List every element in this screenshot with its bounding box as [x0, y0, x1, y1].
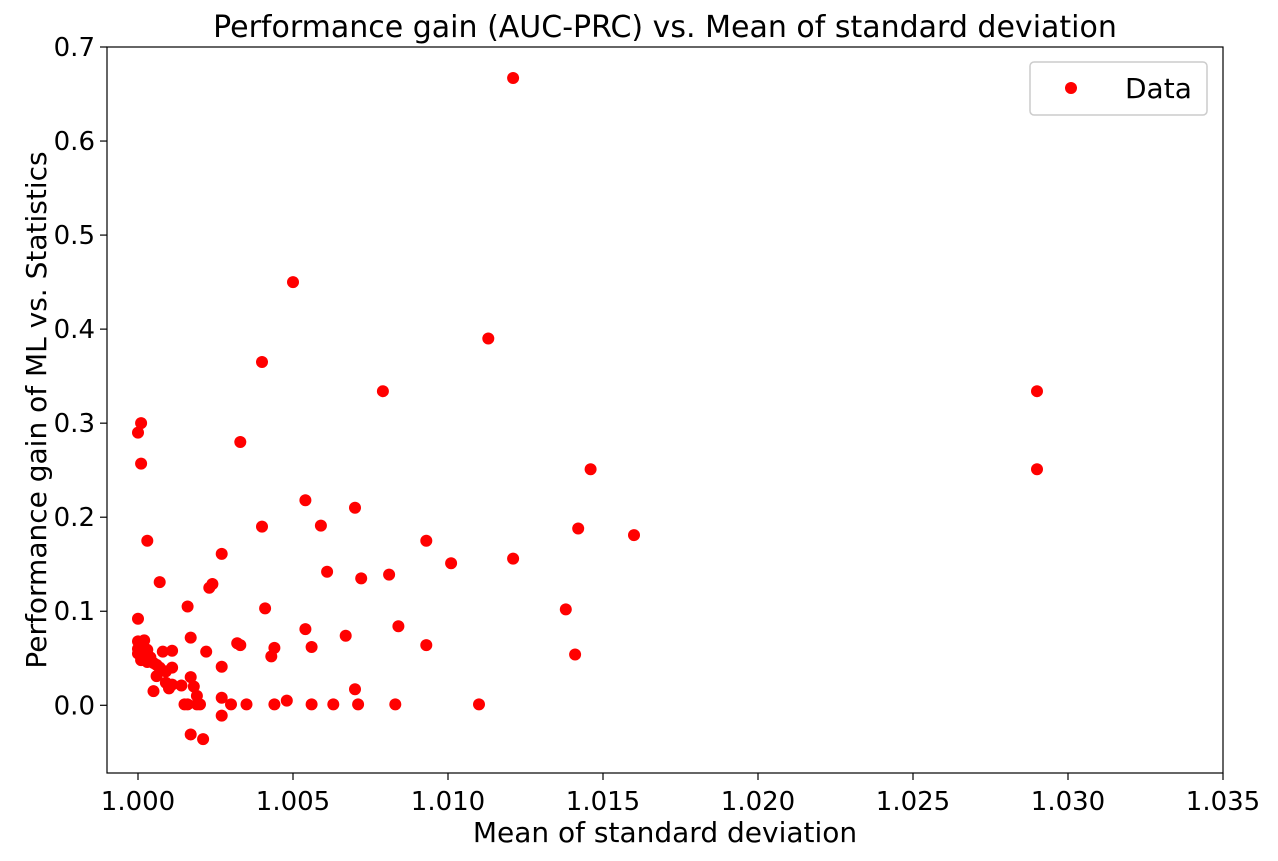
- data-point: [156, 645, 169, 658]
- x-tick-label: 1.010: [411, 787, 485, 817]
- data-point: [234, 639, 247, 652]
- chart-title: Performance gain (AUC-PRC) vs. Mean of s…: [213, 10, 1117, 45]
- legend-box: [1029, 61, 1208, 116]
- y-tick-label: 0.6: [54, 127, 95, 157]
- y-tick-label: 0.4: [54, 315, 95, 345]
- data-point: [153, 576, 166, 589]
- data-point: [184, 631, 197, 644]
- data-point: [299, 623, 312, 636]
- legend-label: Data: [1125, 72, 1192, 105]
- x-tick-label: 1.005: [256, 787, 330, 817]
- data-point: [256, 356, 268, 369]
- x-tick-label: 1.020: [721, 787, 795, 817]
- legend-marker: [1065, 82, 1077, 94]
- data-point: [194, 698, 206, 711]
- data-point: [1031, 385, 1043, 398]
- data-point: [215, 691, 228, 704]
- data-point: [482, 332, 495, 345]
- data-point: [420, 639, 433, 652]
- data-point: [392, 620, 405, 633]
- y-tick-label: 0.1: [54, 597, 95, 627]
- data-point: [349, 683, 361, 696]
- y-axis: 0.0 0.1 0.2 0.3 0.4 0.5 0.6 0.7: [54, 33, 107, 721]
- data-point: [299, 494, 312, 507]
- data-point: [135, 457, 148, 470]
- data-point: [138, 634, 151, 647]
- data-point: [200, 645, 213, 658]
- data-point: [268, 698, 281, 711]
- data-point: [256, 520, 268, 533]
- plot-area: [106, 46, 1224, 774]
- data-point: [507, 552, 520, 565]
- data-point: [280, 694, 293, 707]
- data-point: [445, 557, 458, 570]
- data-point: [197, 733, 210, 746]
- data-point: [327, 698, 340, 711]
- data-point: [181, 600, 194, 613]
- data-point: [349, 501, 361, 514]
- y-tick-label: 0.7: [54, 33, 95, 63]
- data-point: [339, 629, 352, 642]
- data-point: [355, 572, 368, 585]
- plot-frame: [106, 46, 1224, 774]
- data-point: [265, 650, 278, 663]
- data-point: [352, 698, 365, 711]
- data-point: [389, 698, 402, 711]
- data-points: [132, 72, 1043, 746]
- x-axis-label: Mean of standard deviation: [473, 816, 857, 849]
- y-axis-label: Performance gain of ML vs. Statistics: [20, 151, 53, 668]
- data-point: [166, 644, 179, 657]
- data-point: [225, 698, 237, 711]
- data-point: [420, 534, 433, 547]
- data-point: [147, 685, 160, 698]
- data-point: [321, 565, 334, 578]
- data-point: [376, 385, 389, 398]
- data-point: [135, 417, 148, 430]
- y-tick-label: 0.3: [54, 409, 95, 439]
- data-point: [234, 435, 247, 448]
- x-tick-label: 1.030: [1031, 787, 1105, 817]
- data-point: [559, 603, 572, 616]
- x-tick-label: 1.025: [876, 787, 950, 817]
- data-point: [132, 612, 144, 625]
- data-point: [215, 709, 228, 722]
- data-point: [1031, 463, 1043, 476]
- data-point: [159, 665, 172, 678]
- data-point: [184, 671, 197, 684]
- data-point: [184, 728, 197, 741]
- data-point: [203, 581, 216, 594]
- data-point: [584, 463, 597, 476]
- data-point: [305, 640, 318, 653]
- y-tick-label: 0.5: [54, 221, 95, 251]
- x-tick-label: 1.035: [1186, 787, 1260, 817]
- data-point: [215, 547, 228, 560]
- data-point: [215, 660, 228, 673]
- data-point: [473, 698, 485, 711]
- data-point: [314, 519, 327, 532]
- y-tick-label: 0.2: [54, 503, 95, 533]
- x-tick-label: 1.015: [566, 787, 640, 817]
- data-point: [569, 648, 582, 661]
- data-point: [187, 680, 200, 693]
- legend: Data: [1029, 61, 1208, 116]
- data-point: [507, 72, 520, 85]
- data-point: [175, 679, 188, 692]
- data-point: [132, 426, 144, 439]
- data-point: [163, 682, 175, 695]
- data-point: [181, 698, 194, 711]
- data-point: [259, 602, 272, 615]
- data-point: [287, 276, 299, 289]
- data-point: [383, 568, 396, 581]
- y-tick-label: 0.0: [54, 691, 95, 721]
- data-point: [305, 698, 318, 711]
- data-point: [572, 522, 585, 535]
- x-axis: 1.000 1.005 1.010 1.015 1.020 1.025 1.030 1.035: [101, 773, 1260, 817]
- data-point: [240, 698, 253, 711]
- data-point: [628, 529, 640, 542]
- data-point: [150, 670, 163, 683]
- x-tick-label: 1.000: [101, 787, 175, 817]
- data-point: [141, 534, 154, 547]
